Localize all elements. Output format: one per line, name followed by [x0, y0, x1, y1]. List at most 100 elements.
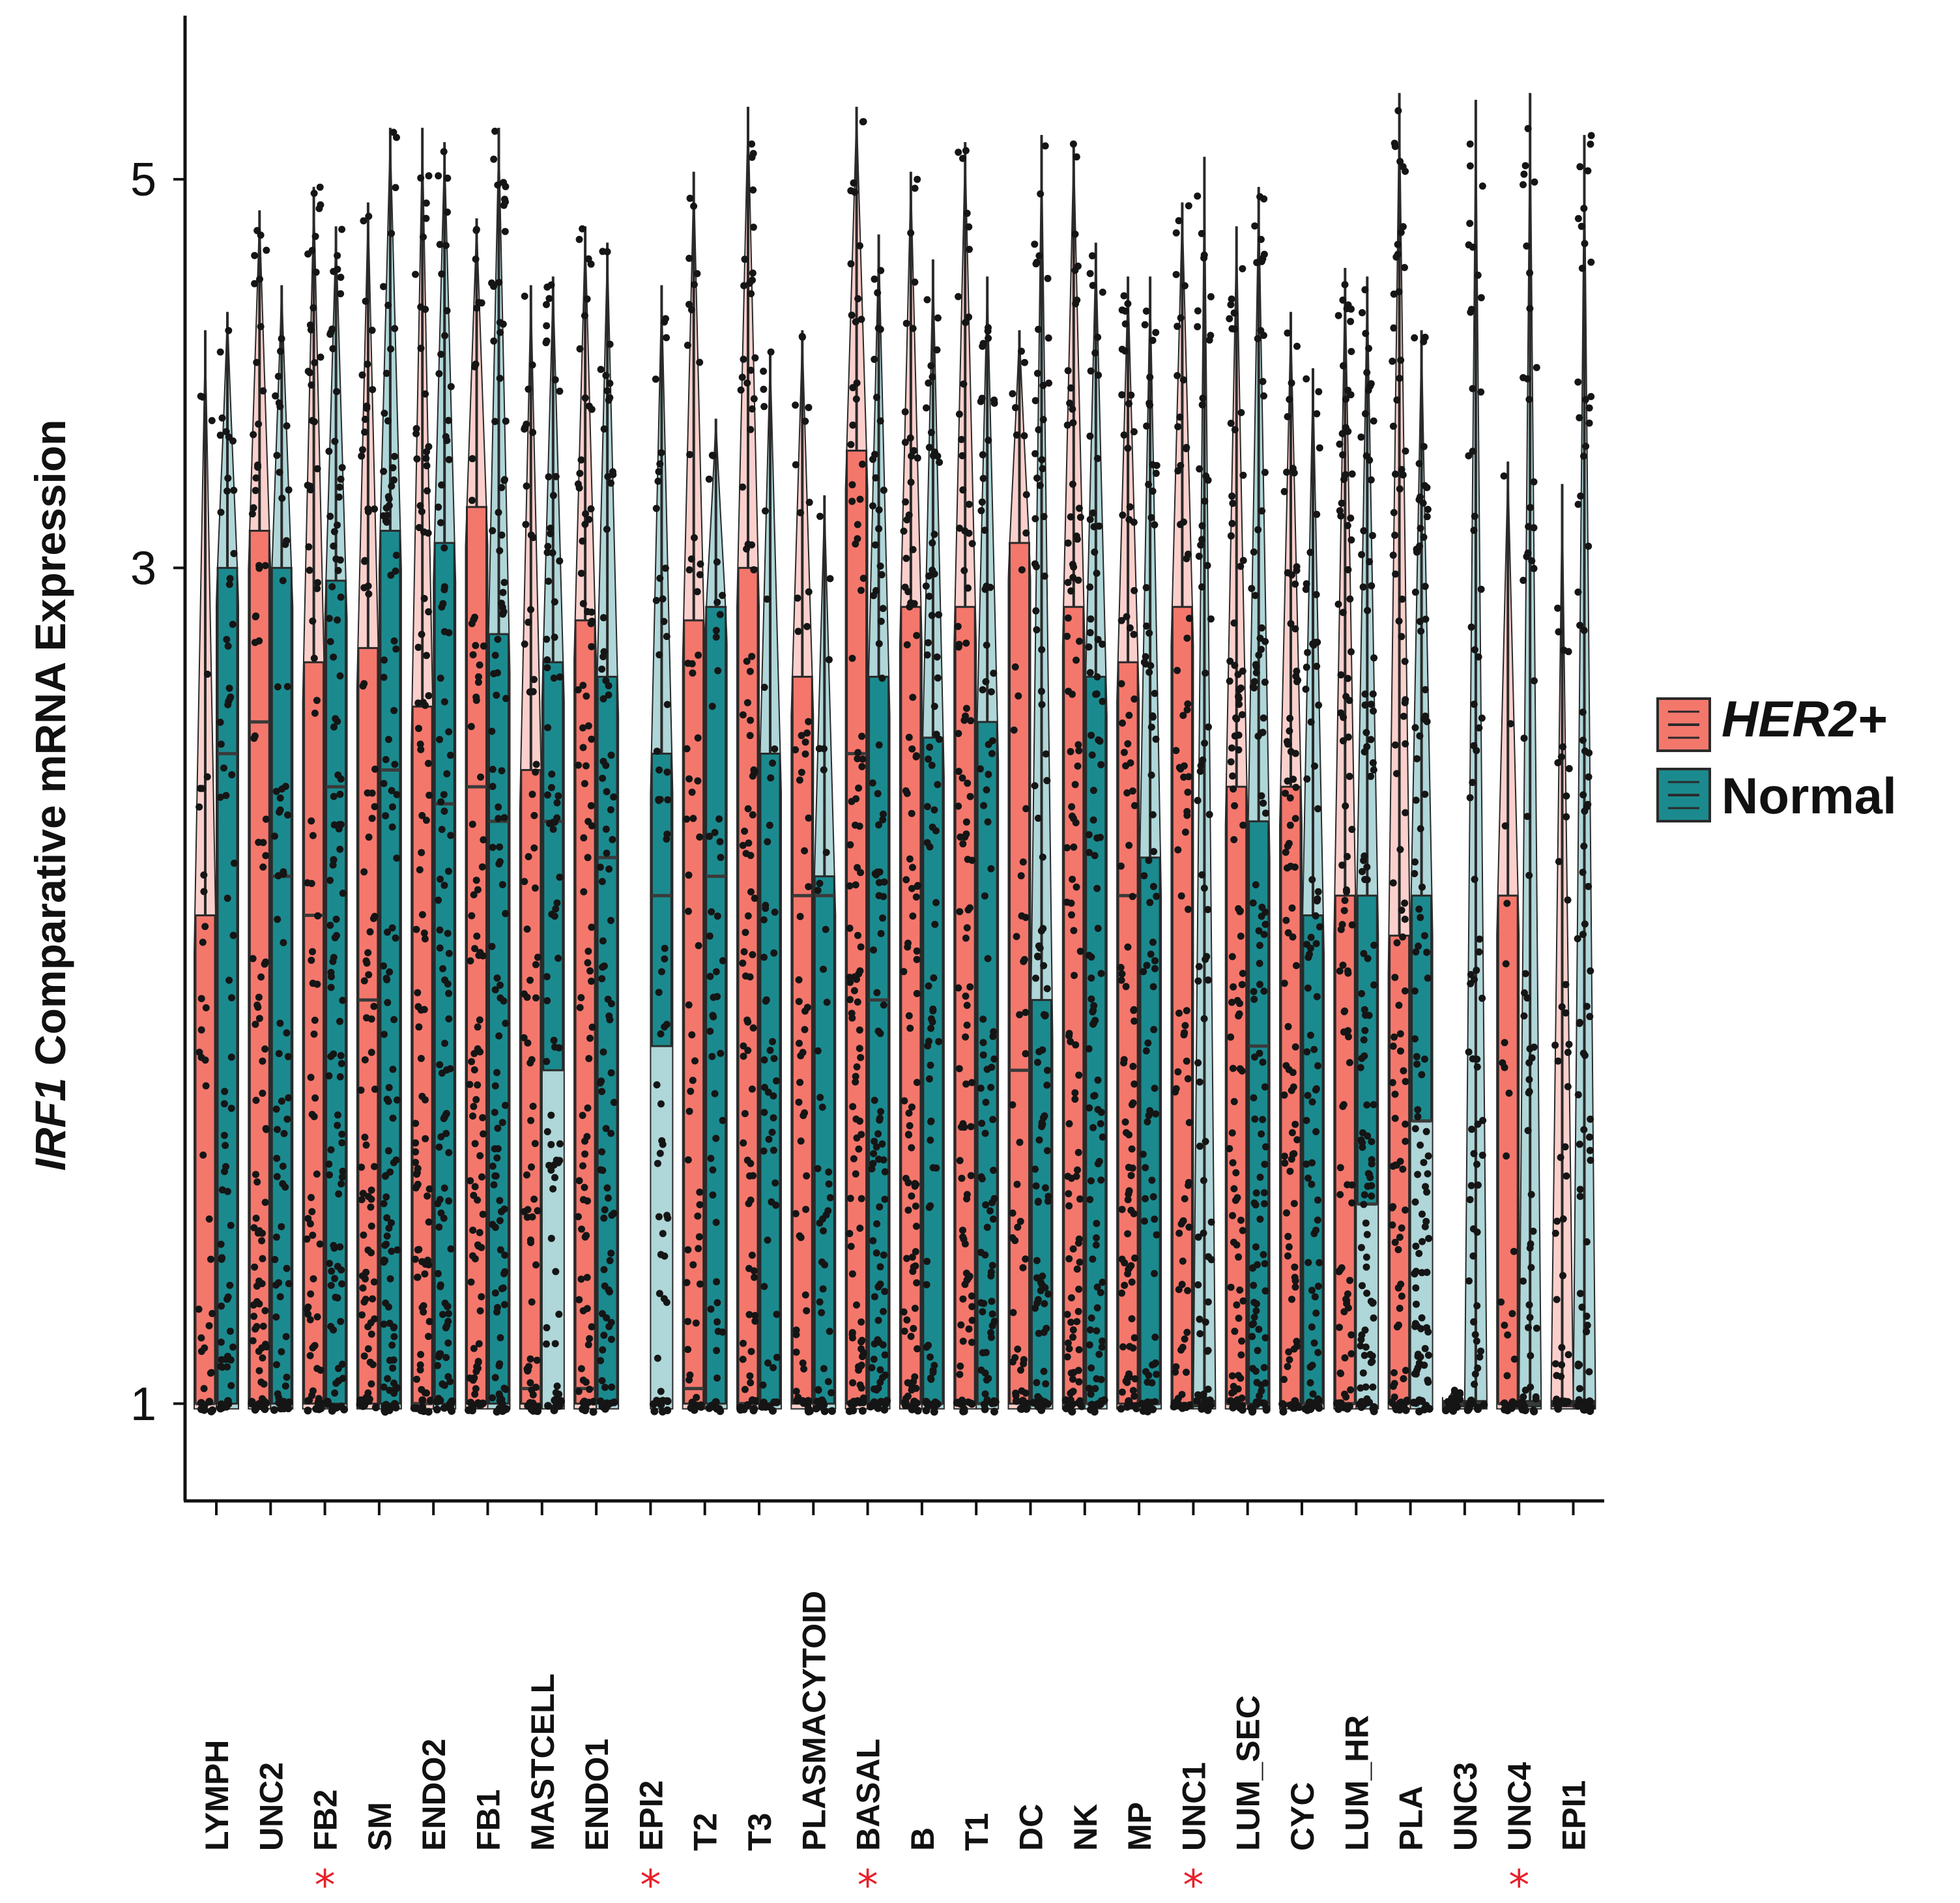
her2-point — [469, 1252, 476, 1260]
normal-point — [1420, 338, 1428, 345]
her2-point — [1341, 1390, 1348, 1398]
normal-point — [334, 566, 342, 574]
her2-point — [1069, 1333, 1076, 1341]
normal-point — [870, 1385, 878, 1393]
normal-point — [1260, 1189, 1268, 1197]
her2-point — [909, 912, 917, 920]
her2-point — [1286, 396, 1293, 403]
her2-point — [685, 566, 693, 574]
normal-point — [935, 611, 943, 618]
normal-point — [1089, 787, 1097, 794]
normal-point — [1361, 1191, 1368, 1198]
normal-point — [335, 1190, 343, 1198]
normal-point — [1203, 1406, 1212, 1414]
her2-point — [750, 566, 758, 574]
normal-point — [880, 1307, 887, 1315]
her2-point — [747, 888, 755, 895]
normal-point — [1308, 1361, 1316, 1369]
her2-point — [1335, 1401, 1344, 1410]
normal-point — [877, 267, 885, 274]
her2-point — [959, 840, 967, 848]
her2-point — [1022, 805, 1030, 813]
normal-point — [923, 296, 931, 304]
normal-point — [1260, 931, 1268, 938]
normal-point — [434, 1200, 442, 1208]
her2-point — [467, 1278, 475, 1286]
normal-point — [323, 1397, 332, 1406]
her2-points — [574, 225, 598, 1416]
normal-point — [881, 1288, 889, 1296]
normal-point — [216, 793, 224, 801]
her2-point — [748, 541, 756, 549]
her2-point — [1279, 1408, 1288, 1416]
normal-point — [330, 528, 338, 536]
her2-point — [1239, 557, 1247, 564]
her2-point — [685, 1001, 693, 1009]
normal-point — [605, 1323, 613, 1330]
her2-point — [1402, 1206, 1409, 1214]
her2-point — [1342, 802, 1349, 810]
normal-point — [1090, 1408, 1099, 1416]
her2-point — [371, 803, 379, 811]
normal-point — [1250, 1281, 1258, 1289]
her2-point — [1076, 514, 1084, 521]
her2-point — [1503, 1152, 1510, 1160]
normal-point — [386, 1275, 394, 1283]
normal-point — [551, 376, 559, 384]
normal-point — [284, 811, 291, 819]
normal-point — [1031, 450, 1039, 458]
her2-point — [856, 495, 864, 503]
normal-point — [435, 370, 443, 377]
normal-point — [929, 539, 936, 547]
normal-point — [274, 373, 282, 380]
normal-point — [1151, 1398, 1159, 1406]
her2-point — [469, 1227, 477, 1234]
her2-point — [578, 1225, 585, 1233]
her2-point — [907, 1333, 915, 1341]
her2-point — [966, 904, 973, 912]
her2-point — [1118, 345, 1126, 353]
her2-point — [1284, 413, 1291, 420]
her2-point — [1064, 579, 1072, 587]
normal-point — [1097, 1288, 1104, 1296]
her2-point — [1176, 413, 1184, 421]
normal-point — [1312, 590, 1320, 598]
normal-point — [1256, 942, 1263, 950]
her2-point — [1389, 1042, 1397, 1050]
normal-point — [1470, 1150, 1478, 1157]
her2-point — [1117, 617, 1125, 624]
normal-point — [1314, 1062, 1321, 1069]
normal-point — [1040, 1011, 1048, 1019]
her2-point — [476, 1401, 484, 1409]
category-b — [899, 171, 945, 1416]
normal-point — [607, 1249, 615, 1257]
her2-series-mastcell — [519, 285, 543, 1416]
her2-point — [473, 933, 481, 940]
normal-point — [773, 1311, 781, 1318]
category-mp — [1116, 276, 1162, 1416]
her2-point — [739, 1356, 747, 1363]
normal-point — [1583, 1322, 1591, 1329]
normal-point — [556, 557, 564, 565]
normal-point — [708, 908, 715, 916]
normal-point — [982, 1348, 990, 1356]
normal-point — [765, 1135, 773, 1143]
normal-point — [1248, 585, 1256, 592]
her2-point — [471, 1390, 479, 1398]
normal-point — [715, 815, 723, 823]
her2-point — [1069, 1387, 1077, 1395]
her2-point — [740, 355, 747, 363]
her2-point — [1125, 1163, 1132, 1171]
normal-point — [1151, 1333, 1159, 1341]
her2-point — [195, 1305, 203, 1313]
normal-point — [875, 1155, 883, 1163]
normal-point — [870, 1356, 878, 1363]
her2-point — [962, 1033, 970, 1041]
normal-point — [550, 1036, 558, 1044]
her2-point — [1128, 1145, 1136, 1153]
her2-point — [1346, 595, 1354, 603]
normal-point — [446, 751, 454, 759]
normal-point — [555, 954, 562, 962]
normal-point — [984, 327, 992, 335]
normal-point — [874, 1316, 882, 1324]
